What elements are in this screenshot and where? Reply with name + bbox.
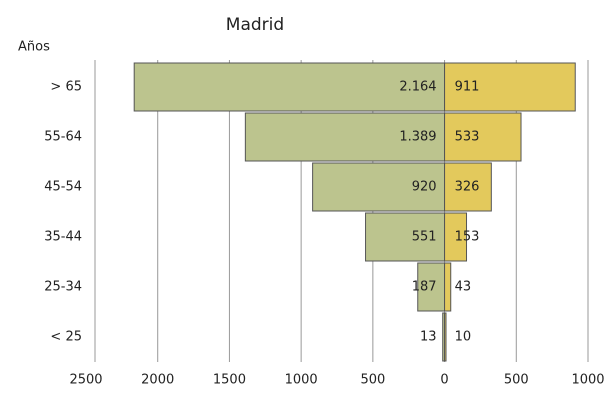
y-tick-label: > 65 (50, 80, 82, 95)
value-label: 326 (455, 180, 480, 195)
value-label: 2.164 (399, 80, 436, 95)
bar (312, 162, 446, 212)
bar (444, 312, 447, 362)
chart-title: Madrid (226, 15, 284, 35)
x-tick-label: 500 (360, 373, 385, 388)
bar (444, 262, 452, 312)
y-tick-label: 55-64 (44, 130, 82, 145)
y-axis-label: Años (18, 40, 50, 55)
y-tick-label: 45-54 (44, 180, 82, 195)
bar (444, 162, 492, 212)
value-label: 43 (455, 280, 472, 295)
value-label: 533 (455, 130, 480, 145)
value-label: 13 (420, 330, 437, 345)
x-tick-label: 1000 (571, 373, 604, 388)
x-tick-label: 2500 (69, 373, 102, 388)
bar (244, 112, 446, 162)
y-tick-label: 35-44 (44, 230, 82, 245)
y-tick-label: < 25 (50, 330, 82, 345)
value-label: 1.389 (399, 130, 436, 145)
x-tick-label: 500 (504, 373, 529, 388)
value-label: 551 (412, 230, 437, 245)
value-label: 187 (412, 280, 437, 295)
x-tick-label: 1500 (213, 373, 246, 388)
x-tick-label: 0 (440, 373, 448, 388)
value-label: 153 (455, 230, 480, 245)
x-tick-label: 1000 (285, 373, 318, 388)
y-tick-label: 25-34 (44, 280, 82, 295)
value-label: 911 (455, 80, 480, 95)
value-label: 920 (412, 180, 437, 195)
x-tick-label: 2000 (141, 373, 174, 388)
value-label: 10 (455, 330, 472, 345)
bar (444, 212, 468, 262)
bar (444, 112, 522, 162)
bar (133, 62, 446, 112)
bar (444, 62, 576, 112)
